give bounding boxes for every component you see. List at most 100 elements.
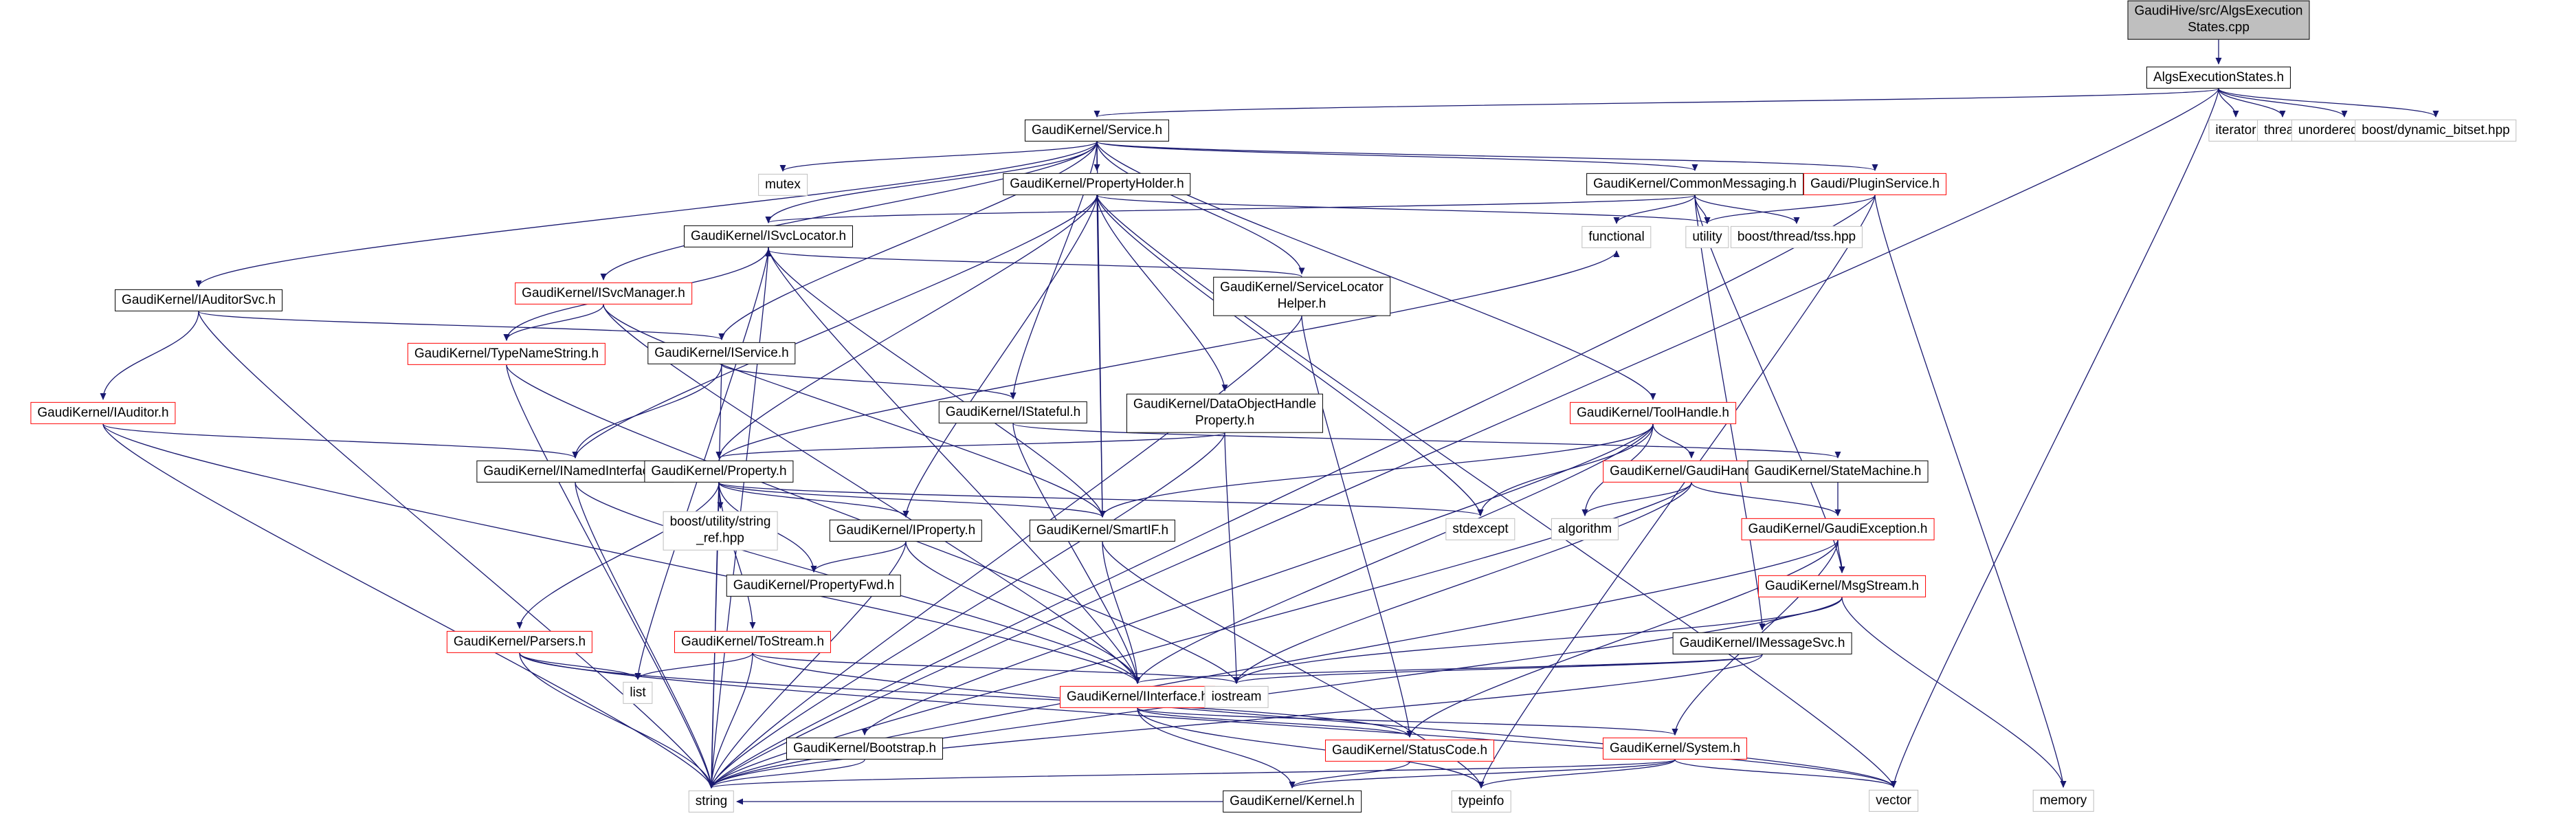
graph-node-msgstream[interactable]: GaudiKernel/MsgStream.h — [1758, 575, 1926, 598]
graph-node-typenamestring[interactable]: GaudiKernel/TypeNameString.h — [407, 342, 606, 366]
graph-node-propertyholder[interactable]: GaudiKernel/PropertyHolder.h — [1003, 173, 1191, 196]
edge-iproperty-to-iinterface — [905, 541, 1141, 684]
edge-iauditor-to-string — [102, 423, 715, 789]
graph-node-parsers[interactable]: GaudiKernel/Parsers.h — [446, 630, 593, 654]
graph-node-iinterface[interactable]: GaudiKernel/IInterface.h — [1060, 685, 1215, 709]
edge-propertyholder-to-inamedinterface — [572, 195, 1098, 459]
edge-propertyholder-to-dohprop — [1096, 195, 1228, 392]
edge-toolhandle-to-iinterface — [1134, 423, 1654, 684]
graph-node-dohprop[interactable]: GaudiKernel/DataObjectHandle Property.h — [1126, 393, 1324, 433]
edge-toolhandle-to-bootstrap — [861, 423, 1654, 736]
graph-node-algorithm: algorithm — [1551, 518, 1619, 541]
edge-isvcmanager-to-typenamestring — [503, 304, 604, 341]
edge-isvclocator-to-smartif — [768, 247, 1106, 518]
graph-node-functional: functional — [1581, 225, 1652, 249]
edge-propertyholder-to-stdexcept — [1096, 195, 1484, 516]
edge-bootstrap-to-string — [708, 759, 865, 789]
edge-iproperty-to-string — [708, 541, 907, 789]
graph-node-string: string — [688, 790, 735, 813]
edge-iauditorsvc-to-iauditor — [100, 311, 199, 400]
edge-service-to-toolhandle — [1096, 141, 1656, 400]
graph-node-istateful[interactable]: GaudiKernel/IStateful.h — [938, 401, 1088, 424]
edge-imessagesvc-to-string — [708, 654, 1763, 789]
edge-system-to-string — [709, 759, 1676, 789]
graph-node-kernel[interactable]: GaudiKernel/Kernel.h — [1223, 790, 1362, 813]
edge-isvcmanager-to-smartif — [603, 304, 1106, 518]
edge-tostream-to-list — [634, 652, 753, 680]
edge-dohprop-to-property — [715, 432, 1225, 459]
graph-node-iservice[interactable]: GaudiKernel/IService.h — [647, 342, 796, 365]
edge-system-to-kernel — [1289, 759, 1676, 789]
graph-node-svclocatorhelper[interactable]: GaudiKernel/ServiceLocator Helper.h — [1213, 276, 1390, 316]
edge-iauditor-to-inamedinterface — [102, 423, 579, 459]
graph-node-tostream[interactable]: GaudiKernel/ToStream.h — [674, 630, 832, 654]
edge-smartif-to-iinterface — [1102, 541, 1141, 684]
graph-node-imessagesvc[interactable]: GaudiKernel/IMessageSvc.h — [1672, 632, 1852, 655]
graph-node-bootstrap[interactable]: GaudiKernel/Bootstrap.h — [786, 737, 944, 760]
graph-node-vector: vector — [1869, 789, 1918, 813]
graph-node-system[interactable]: GaudiKernel/System.h — [1602, 737, 1748, 760]
graph-node-iauditor[interactable]: GaudiKernel/IAuditor.h — [30, 401, 176, 425]
graph-node-gaudiexception[interactable]: GaudiKernel/GaudiException.h — [1741, 518, 1935, 541]
graph-node-toolhandle[interactable]: GaudiKernel/ToolHandle.h — [1570, 401, 1736, 425]
graph-node-statemachine[interactable]: GaudiKernel/StateMachine.h — [1747, 460, 1929, 483]
edge-typenamestring-to-string — [506, 364, 715, 789]
graph-node-cpp: GaudiHive/src/AlgsExecution States.cpp — [2127, 0, 2310, 40]
edge-algs-to-dynbitset — [2218, 88, 2439, 118]
edge-pluginservice-to-utility — [1704, 195, 1876, 224]
edge-gaudihandle-to-algorithm — [1581, 482, 1692, 516]
edge-commonmessaging-to-tss — [1694, 195, 1800, 224]
graph-node-commonmessaging[interactable]: GaudiKernel/CommonMessaging.h — [1586, 173, 1803, 196]
edge-tostream-to-string — [708, 652, 753, 789]
graph-node-isvcmanager[interactable]: GaudiKernel/ISvcManager.h — [515, 282, 692, 305]
edge-iinterface-to-system — [1137, 707, 1678, 736]
edge-statuscode-to-kernel — [1289, 761, 1410, 789]
edge-isvclocator-to-iinterface — [768, 247, 1141, 684]
graph-node-inamedinterface[interactable]: GaudiKernel/INamedInterface.h — [476, 460, 674, 483]
edge-algs-to-vector — [1890, 88, 2219, 788]
edge-istateful-to-iinterface — [1012, 423, 1141, 684]
edge-propertyholder-to-smartif — [1096, 195, 1106, 518]
edge-parsers-to-string — [519, 652, 715, 789]
edge-gaudiexception-to-string — [708, 540, 1839, 789]
edge-msgstream-to-string — [708, 597, 1843, 789]
edge-svclocatorhelper-to-string — [708, 316, 1302, 789]
edge-algs-to-service — [1094, 88, 2219, 118]
edge-system-to-typeinfo — [1478, 759, 1676, 789]
graph-node-algs[interactable]: AlgsExecutionStates.h — [2146, 66, 2291, 89]
edge-gaudihandle-to-iostream — [1233, 482, 1692, 684]
graph-node-typeinfo: typeinfo — [1451, 790, 1511, 813]
graph-node-memory: memory — [2032, 789, 2094, 813]
graph-node-service[interactable]: GaudiKernel/Service.h — [1024, 119, 1170, 142]
edge-toolhandle-to-smartif — [1099, 423, 1654, 518]
edge-iinterface-to-statuscode — [1137, 707, 1413, 738]
edge-service-to-iauditorsvc — [195, 141, 1098, 287]
graph-node-propertyfwd[interactable]: GaudiKernel/PropertyFwd.h — [726, 574, 902, 597]
graph-node-pluginservice[interactable]: Gaudi/PluginService.h — [1803, 173, 1946, 196]
graph-node-iproperty[interactable]: GaudiKernel/IProperty.h — [829, 519, 983, 542]
edge-service-to-iservice — [718, 141, 1098, 340]
edge-gaudihandle-to-gaudiexception — [1691, 482, 1841, 516]
graph-node-list: list — [623, 681, 653, 705]
graph-node-iauditorsvc[interactable]: GaudiKernel/IAuditorSvc.h — [115, 289, 282, 312]
graph-node-smartif[interactable]: GaudiKernel/SmartIF.h — [1029, 519, 1176, 542]
edge-commonmessaging-to-isvclocator — [766, 195, 1696, 223]
edge-gaudihandle-to-string — [708, 482, 1692, 789]
edge-iinterface-to-kernel — [1137, 707, 1296, 789]
edge-toolhandle-to-stdexcept — [1477, 423, 1654, 516]
edge-algs-to-iterator — [2218, 88, 2239, 118]
edge-svclocatorhelper-to-statuscode — [1301, 316, 1413, 738]
edge-property-to-parsers — [516, 482, 720, 629]
graph-node-isvclocator[interactable]: GaudiKernel/ISvcLocator.h — [683, 225, 854, 248]
graph-node-statuscode[interactable]: GaudiKernel/StatusCode.h — [1324, 739, 1495, 762]
graph-edge-lines — [100, 39, 2439, 805]
edge-iauditorsvc-to-iservice — [198, 311, 725, 340]
graph-node-utility: utility — [1685, 225, 1729, 249]
edge-property-to-iproperty — [718, 482, 909, 518]
edge-imessagesvc-to-iostream — [1233, 654, 1763, 684]
edge-service-to-isvclocator — [765, 141, 1098, 223]
graph-node-property[interactable]: GaudiKernel/Property.h — [644, 460, 794, 483]
graph-node-mutex: mutex — [758, 173, 808, 197]
